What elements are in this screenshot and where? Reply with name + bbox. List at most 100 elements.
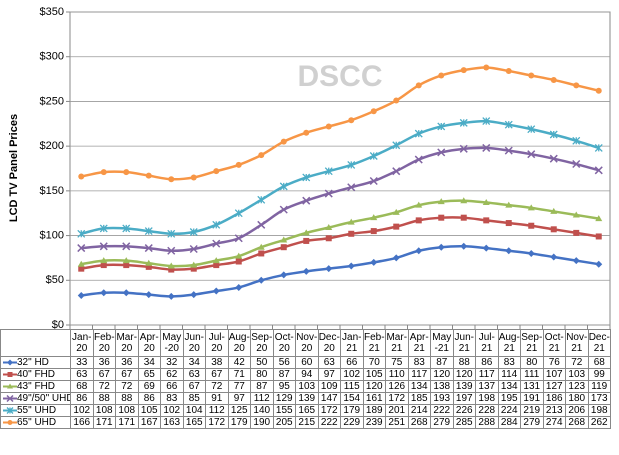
point (325, 265, 333, 273)
watermark: DSCC (297, 60, 382, 93)
table-value: 42 (227, 356, 251, 369)
table-value: 66 (340, 356, 364, 369)
point (527, 125, 536, 134)
table-value: 83 (497, 356, 521, 369)
legend-entry: 65" UHD (0, 416, 71, 429)
table-value: 279 (520, 416, 544, 429)
table-value: 72 (115, 380, 139, 393)
x-tick-label: Apr-21 (407, 329, 431, 357)
point (212, 287, 220, 295)
point (505, 68, 512, 75)
table-value: 134 (497, 380, 521, 393)
point (393, 223, 400, 230)
point (145, 172, 152, 179)
table-value: 195 (497, 392, 521, 405)
point (415, 247, 423, 255)
point (167, 262, 175, 269)
point (189, 244, 198, 254)
x-tick-label: Apr-20 (137, 329, 161, 357)
table-value: 285 (452, 416, 476, 429)
table-value: 87 (250, 380, 274, 393)
point (212, 239, 221, 248)
point (437, 198, 445, 205)
point (370, 214, 378, 221)
point (414, 155, 423, 164)
point (550, 226, 557, 233)
table-value: 117 (475, 368, 499, 381)
table-value: 140 (250, 404, 274, 417)
point (392, 254, 400, 262)
point (234, 234, 243, 243)
table-value: 103 (565, 368, 589, 381)
point (189, 228, 198, 236)
point (168, 266, 175, 273)
table-value: 129 (272, 392, 296, 405)
table-value: 274 (542, 416, 566, 429)
table-value: 172 (385, 392, 409, 405)
point (528, 222, 535, 229)
table-value: 71 (227, 368, 251, 381)
table-value: 198 (475, 392, 499, 405)
point (505, 201, 513, 208)
table-value: 33 (70, 356, 94, 369)
table-value: 172 (205, 416, 229, 429)
table-value: 239 (362, 416, 386, 429)
table-value: 60 (295, 356, 319, 369)
point (370, 228, 377, 235)
point (144, 244, 153, 253)
point (257, 220, 266, 229)
table-value: 119 (587, 380, 611, 393)
x-tick-label: Jan-21 (340, 329, 364, 357)
table-value: 38 (205, 356, 229, 369)
table-value: 83 (407, 356, 431, 369)
x-tick-label: Sep-21 (520, 329, 544, 357)
corner-cell (0, 329, 71, 357)
table-value: 138 (430, 380, 454, 393)
table-value: 87 (272, 368, 296, 381)
point (347, 262, 355, 270)
table-value: 205 (272, 416, 296, 429)
table-value: 109 (317, 380, 341, 393)
table-value: 215 (295, 416, 319, 429)
table-value: 63 (182, 368, 206, 381)
table-value: 111 (520, 368, 544, 381)
table-value: 155 (272, 404, 296, 417)
point (78, 265, 85, 272)
table-value: 105 (362, 368, 386, 381)
point (595, 260, 603, 268)
table-value: 268 (407, 416, 431, 429)
point (77, 229, 86, 238)
point (122, 242, 131, 251)
table-value: 34 (137, 356, 161, 369)
x-tick-label: Feb-20 (92, 329, 116, 357)
table-value: 214 (407, 404, 431, 417)
y-tick-label: $300 (40, 51, 64, 63)
point (459, 118, 468, 127)
point (438, 214, 445, 221)
point (505, 247, 513, 255)
legend-swatch (3, 371, 17, 377)
y-tick-label: $350 (40, 6, 64, 18)
table-value: 251 (385, 416, 409, 429)
table-value: 197 (452, 392, 476, 405)
point (527, 150, 536, 159)
point (549, 154, 558, 163)
point (257, 195, 266, 204)
point (595, 87, 602, 94)
point (77, 244, 86, 253)
table-value: 110 (385, 368, 409, 381)
point (235, 252, 243, 259)
y-tick-label: $150 (40, 185, 64, 197)
point (459, 144, 468, 153)
point (7, 371, 13, 377)
point (100, 257, 108, 264)
point (528, 72, 535, 79)
table-value: 179 (227, 416, 251, 429)
point (550, 207, 558, 214)
point (437, 243, 445, 251)
legend-entry: 32" HD (0, 356, 71, 369)
point (549, 130, 558, 139)
series-line (81, 146, 600, 253)
x-tick-label: Mar-21 (385, 329, 409, 357)
table-value: 262 (587, 416, 611, 429)
